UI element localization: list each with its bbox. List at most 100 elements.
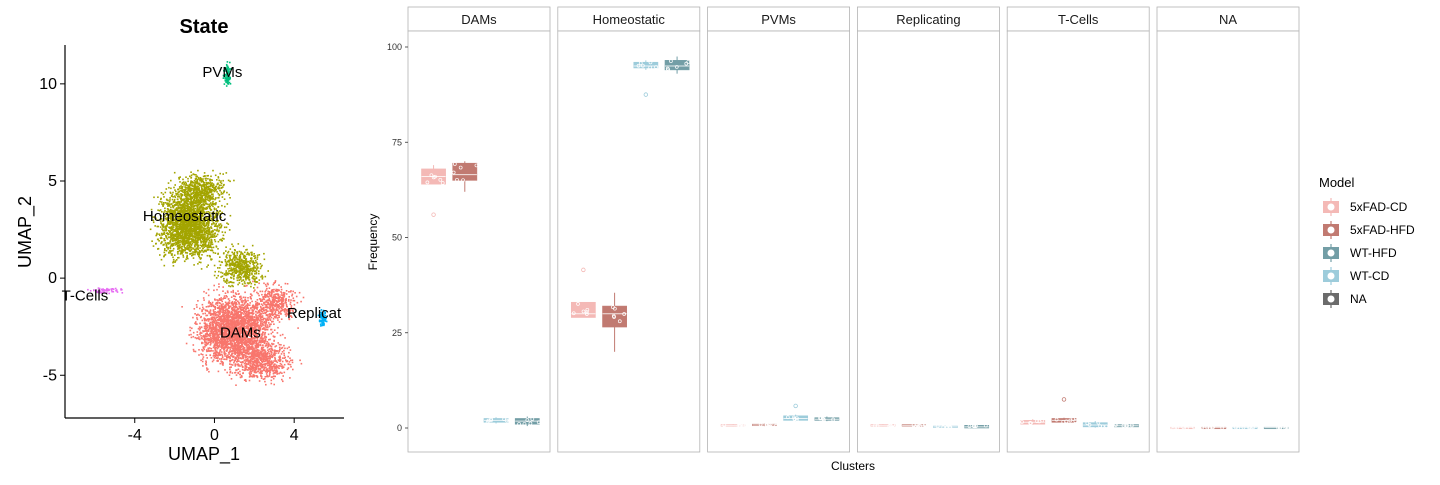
umap-point (197, 208, 199, 210)
umap-point (239, 320, 241, 322)
umap-point (170, 237, 172, 240)
umap-point (204, 216, 206, 219)
umap-point (244, 276, 247, 278)
umap-point (256, 266, 259, 269)
umap-point (229, 214, 232, 217)
umap-point (218, 229, 220, 232)
umap-point (182, 228, 185, 230)
umap-point (175, 214, 177, 216)
umap-point (259, 317, 262, 320)
umap-point (195, 193, 198, 195)
umap-point (196, 248, 198, 250)
umap-point (212, 310, 215, 312)
umap-point (245, 260, 248, 263)
umap-point (236, 251, 239, 253)
umap-point (216, 233, 219, 236)
umap-point (251, 261, 254, 264)
umap-point (215, 185, 218, 188)
umap-point (204, 218, 206, 221)
umap-point (247, 268, 250, 270)
umap-point (158, 209, 161, 212)
umap-point (190, 181, 192, 183)
umap-point (224, 369, 226, 371)
umap-point (248, 265, 251, 267)
umap-point (201, 341, 203, 344)
umap-point (193, 244, 196, 246)
umap-point (206, 232, 208, 234)
umap-point (237, 270, 239, 272)
umap-point (215, 208, 218, 210)
umap-point (244, 291, 246, 294)
umap-point (201, 231, 203, 234)
umap-point (217, 356, 219, 358)
umap-point (214, 270, 216, 273)
umap-point (268, 322, 270, 324)
umap-point (195, 177, 198, 180)
umap-point (194, 191, 196, 194)
umap-point (233, 274, 235, 276)
umap-point (204, 312, 206, 315)
umap-point (207, 174, 209, 177)
umap-point (220, 226, 222, 229)
umap-point (213, 211, 215, 214)
umap-point (174, 195, 176, 197)
umap-point (268, 357, 270, 360)
umap-point (196, 227, 199, 230)
umap-point (179, 239, 182, 242)
umap-point (223, 325, 226, 328)
umap-point (197, 191, 200, 194)
umap-point (165, 245, 168, 247)
umap-point (217, 274, 219, 277)
umap-point (199, 218, 201, 221)
umap-point (221, 275, 224, 278)
umap-point (183, 201, 186, 203)
umap-point (178, 196, 180, 198)
umap-point (255, 330, 258, 332)
umap-point (180, 222, 183, 224)
umap-point (212, 213, 214, 215)
umap-point (195, 215, 198, 217)
umap-point (178, 226, 181, 229)
umap-point (185, 202, 187, 205)
umap-point (237, 262, 240, 264)
umap-point (212, 198, 214, 200)
umap-point (198, 193, 200, 195)
umap-point (221, 231, 224, 233)
umap-point (167, 243, 170, 245)
umap-point (166, 211, 169, 214)
umap-point (206, 239, 208, 241)
umap-point (187, 203, 190, 205)
umap-point (241, 272, 244, 275)
umap-point (190, 221, 192, 223)
umap-point (177, 240, 179, 243)
umap-point (206, 189, 209, 191)
umap-point (226, 296, 228, 298)
umap-point (250, 312, 253, 315)
umap-point (223, 316, 225, 318)
umap-point (203, 181, 205, 184)
umap-point (189, 202, 191, 204)
umap-point (175, 239, 178, 242)
umap-point (230, 363, 233, 366)
umap-point (226, 282, 228, 284)
umap-point (232, 328, 234, 330)
umap-point (201, 348, 203, 351)
umap-point (182, 254, 184, 257)
umap-point (176, 245, 179, 248)
umap-point (245, 338, 247, 340)
umap-point (203, 290, 205, 293)
umap-point (195, 225, 197, 227)
umap-point (237, 266, 239, 268)
umap-point (179, 212, 181, 214)
umap-point (188, 183, 191, 186)
umap-point (213, 190, 216, 193)
umap-point (237, 312, 239, 314)
umap-point (204, 343, 206, 345)
umap-point (245, 249, 247, 251)
umap-point (254, 333, 257, 335)
umap-point (167, 182, 170, 184)
umap-point (270, 332, 273, 335)
umap-point (250, 337, 253, 339)
umap-point (190, 171, 192, 173)
umap-point (170, 206, 172, 209)
